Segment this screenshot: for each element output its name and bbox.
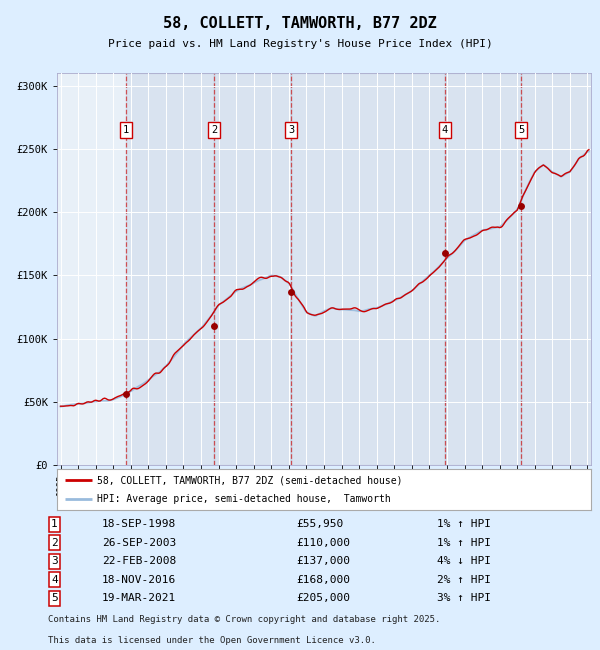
Text: 5: 5	[51, 593, 58, 603]
Text: 2% ↑ HPI: 2% ↑ HPI	[437, 575, 491, 585]
Text: 1: 1	[123, 125, 129, 135]
Bar	[292, 73, 445, 465]
Bar	[214, 73, 292, 465]
Text: 4: 4	[51, 575, 58, 585]
Text: Price paid vs. HM Land Registry's House Price Index (HPI): Price paid vs. HM Land Registry's House …	[107, 39, 493, 49]
Text: £168,000: £168,000	[296, 575, 350, 585]
Text: 1% ↑ HPI: 1% ↑ HPI	[437, 538, 491, 548]
Text: 3% ↑ HPI: 3% ↑ HPI	[437, 593, 491, 603]
Text: 18-NOV-2016: 18-NOV-2016	[102, 575, 176, 585]
Text: £110,000: £110,000	[296, 538, 350, 548]
Text: 5: 5	[518, 125, 524, 135]
Text: This data is licensed under the Open Government Licence v3.0.: This data is licensed under the Open Gov…	[48, 636, 376, 645]
Text: 4: 4	[442, 125, 448, 135]
Text: 1% ↑ HPI: 1% ↑ HPI	[437, 519, 491, 529]
Text: £205,000: £205,000	[296, 593, 350, 603]
Text: 2: 2	[211, 125, 217, 135]
Bar	[445, 73, 521, 465]
Text: 26-SEP-2003: 26-SEP-2003	[102, 538, 176, 548]
Text: 58, COLLETT, TAMWORTH, B77 2DZ (semi-detached house): 58, COLLETT, TAMWORTH, B77 2DZ (semi-det…	[97, 475, 403, 486]
Text: Contains HM Land Registry data © Crown copyright and database right 2025.: Contains HM Land Registry data © Crown c…	[48, 615, 440, 624]
Text: HPI: Average price, semi-detached house,  Tamworth: HPI: Average price, semi-detached house,…	[97, 494, 391, 504]
Bar	[521, 73, 596, 465]
Text: 2: 2	[51, 538, 58, 548]
Text: 4% ↓ HPI: 4% ↓ HPI	[437, 556, 491, 566]
Text: 19-MAR-2021: 19-MAR-2021	[102, 593, 176, 603]
Text: 1: 1	[51, 519, 58, 529]
Text: £137,000: £137,000	[296, 556, 350, 566]
Text: 3: 3	[288, 125, 295, 135]
Text: 3: 3	[51, 556, 58, 566]
Text: 18-SEP-1998: 18-SEP-1998	[102, 519, 176, 529]
Bar	[126, 73, 214, 465]
Text: 22-FEB-2008: 22-FEB-2008	[102, 556, 176, 566]
Text: £55,950: £55,950	[296, 519, 344, 529]
Text: 58, COLLETT, TAMWORTH, B77 2DZ: 58, COLLETT, TAMWORTH, B77 2DZ	[163, 16, 437, 31]
